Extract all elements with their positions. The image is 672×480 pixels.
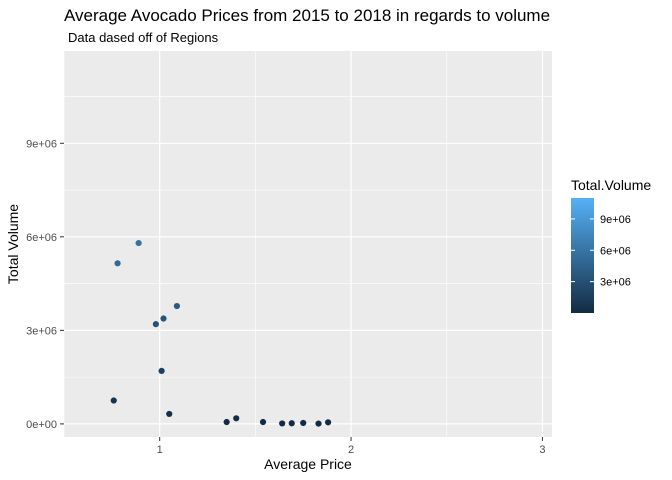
x-axis: 1 2 3 [157,437,545,456]
grid-minor [63,51,552,437]
chart-subtitle: Data dased off of Regions [68,30,219,45]
data-point [173,302,181,310]
x-tick-label: 3 [539,444,545,456]
y-tick-label: 9e+06 [26,138,57,150]
y-axis: 0e+00 3e+06 6e+06 9e+06 [26,138,64,431]
y-tick-label: 3e+06 [26,325,57,337]
grid-major [64,51,552,437]
legend-ticks: 3e+06 6e+06 9e+06 [571,214,631,289]
data-point [279,420,286,427]
y-tick-label: 6e+06 [26,232,57,244]
data-point [300,419,307,427]
legend-title: Total.Volume [571,177,651,193]
x-tick-label: 2 [348,444,354,456]
data-point [158,367,165,374]
data-point [135,239,142,247]
plot-panel [64,51,552,437]
color-legend: Total.Volume 3e+06 6e+06 9e+06 [571,177,651,313]
legend-label: 9e+06 [600,214,631,226]
data-point [110,397,117,404]
data-point [233,415,240,422]
data-point [223,418,230,426]
legend-colorbar [571,198,594,313]
chart-title: Average Avocado Prices from 2015 to 2018… [64,6,550,25]
data-point [288,420,295,427]
data-point [166,410,173,418]
x-tick-label: 1 [157,444,163,456]
data-point [315,420,322,427]
data-point [259,418,267,426]
data-point [160,315,167,322]
data-point [324,419,332,426]
legend-label: 6e+06 [600,245,631,257]
x-axis-title: Average Price [264,456,352,472]
legend-label: 3e+06 [600,277,631,289]
y-tick-label: 0e+00 [26,419,57,431]
data-point [152,321,159,328]
data-point [114,260,121,267]
y-axis-title: Total Volume [5,204,21,284]
data-points [110,239,332,427]
